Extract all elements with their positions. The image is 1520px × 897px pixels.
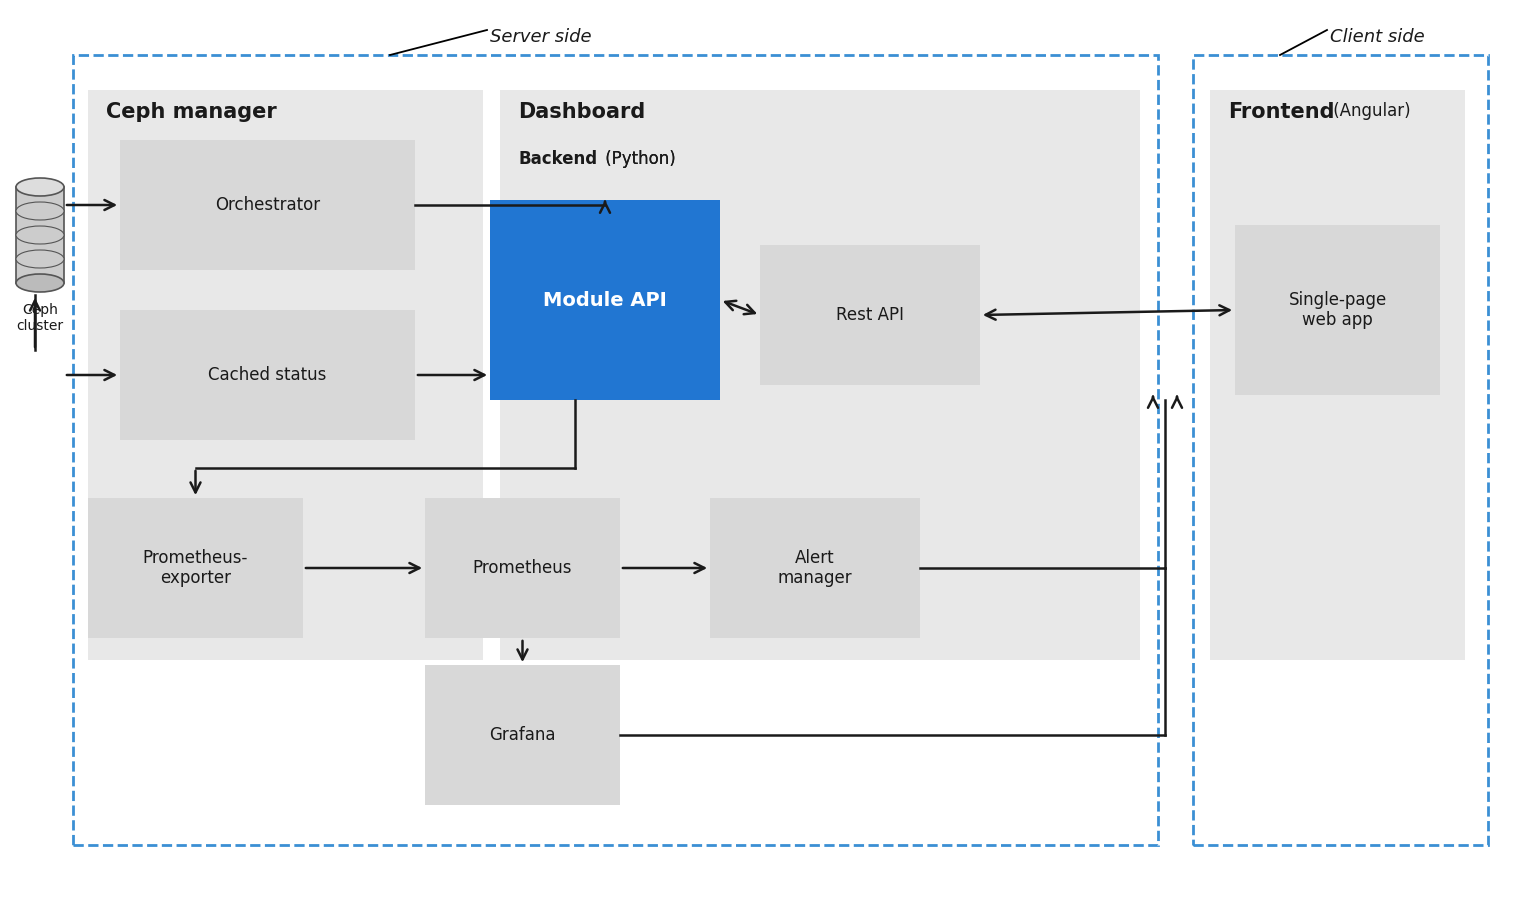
Bar [120, 140, 415, 270]
Text: Module API: Module API [543, 291, 667, 309]
Bar [760, 245, 980, 385]
Text: Frontend: Frontend [1228, 102, 1335, 122]
Bar [426, 665, 620, 805]
Ellipse shape [17, 250, 64, 268]
Bar [489, 200, 720, 400]
Bar [73, 55, 1158, 845]
Text: Ceph manager: Ceph manager [106, 102, 277, 122]
Text: Orchestrator: Orchestrator [214, 196, 321, 214]
Bar [88, 90, 483, 660]
Text: Cached status: Cached status [208, 366, 327, 384]
Text: Rest API: Rest API [836, 306, 904, 324]
Ellipse shape [17, 178, 64, 196]
Bar [1210, 90, 1465, 660]
Bar [710, 498, 920, 638]
Bar [500, 90, 1140, 660]
Text: Dashboard: Dashboard [518, 102, 646, 122]
Bar [1193, 55, 1488, 845]
Text: Ceph
cluster: Ceph cluster [17, 303, 64, 333]
Ellipse shape [17, 226, 64, 244]
Ellipse shape [17, 202, 64, 220]
Text: (Python): (Python) [600, 150, 676, 168]
Bar [88, 498, 302, 638]
Ellipse shape [17, 274, 64, 292]
Bar [426, 498, 620, 638]
Text: (Python): (Python) [600, 150, 676, 168]
Text: (Angular): (Angular) [1328, 102, 1411, 120]
Text: Client side: Client side [1330, 28, 1424, 46]
Text: Grafana: Grafana [489, 726, 556, 744]
Bar [120, 310, 415, 440]
Text: Prometheus-
exporter: Prometheus- exporter [143, 549, 248, 588]
Bar [17, 187, 64, 283]
Text: Single-page
web app: Single-page web app [1289, 291, 1386, 329]
Text: Alert
manager: Alert manager [778, 549, 853, 588]
Text: Backend: Backend [518, 150, 597, 168]
Text: Server side: Server side [489, 28, 591, 46]
Bar [1234, 225, 1439, 395]
Text: Prometheus: Prometheus [473, 559, 572, 577]
